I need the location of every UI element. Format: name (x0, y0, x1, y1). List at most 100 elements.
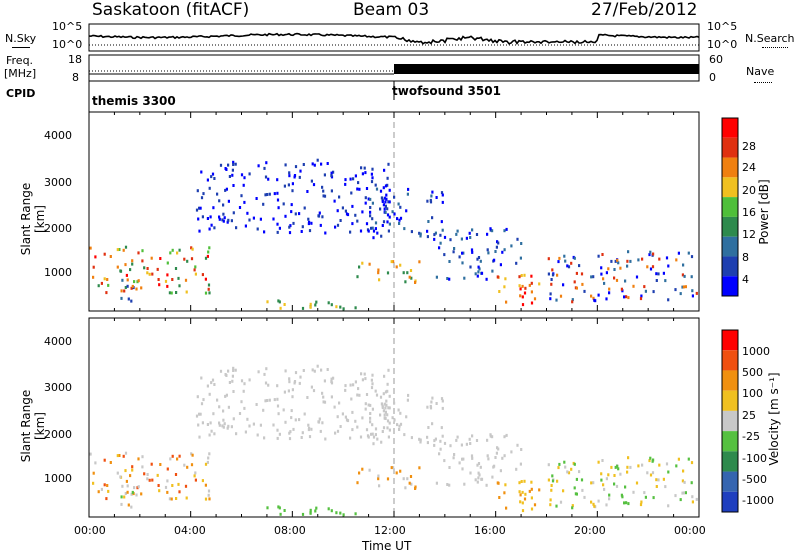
velocity-cell (644, 495, 647, 499)
velocity-cell (364, 402, 367, 406)
velocity-cell (646, 471, 649, 475)
power-cell (515, 261, 518, 265)
power-cell (377, 268, 380, 272)
power-cell (530, 301, 534, 305)
velocity-cell (231, 374, 234, 378)
power-cell (367, 197, 370, 201)
power-cell (641, 257, 644, 261)
power-cell (435, 196, 438, 199)
power-cell (137, 251, 140, 255)
power-cell (571, 298, 574, 302)
velocity-cell (515, 467, 518, 471)
velocity-cell (485, 483, 488, 487)
velocity-cell (470, 454, 474, 458)
velocity-cell (360, 372, 363, 376)
power-cell (120, 296, 123, 300)
power-cell (300, 230, 303, 233)
power-cell (448, 260, 451, 263)
power-cell (335, 305, 338, 309)
power-cell (210, 175, 213, 179)
power-cell (621, 289, 624, 293)
power-cell (521, 284, 524, 288)
velocity-cell (431, 422, 434, 426)
power-cell (524, 286, 527, 290)
power-cell (566, 264, 569, 268)
velocity-cell (384, 410, 387, 414)
velocity-cell (264, 399, 267, 403)
power-cell (294, 212, 297, 216)
power-cell (126, 278, 129, 282)
power-cell (118, 248, 121, 251)
power-cell (170, 291, 173, 295)
velocity-cell (590, 500, 593, 504)
power-cell (336, 209, 339, 213)
velocity-cell (619, 472, 622, 476)
power-cell (410, 230, 413, 234)
power-cell (330, 189, 333, 193)
nave-tick-high: 60 (709, 53, 723, 66)
power-cell (374, 183, 377, 187)
velocity-cell (381, 406, 384, 409)
velocity-cell (455, 438, 458, 442)
power-cell (206, 178, 209, 182)
nsky-trace (88, 32, 700, 45)
velocity-cell (146, 473, 149, 476)
power-cell (518, 275, 521, 279)
velocity-cell (570, 467, 573, 471)
velocity-cell (608, 493, 611, 497)
velocity-cell (178, 454, 181, 458)
date-title: 27/Feb/2012 (591, 0, 698, 20)
velocity-cell (605, 477, 608, 481)
power-cell (125, 273, 128, 277)
power-panel-frame (88, 111, 700, 312)
velocity-cell (385, 399, 388, 403)
power-cell (314, 303, 317, 307)
power-cbar-tick-24: 24 (742, 161, 756, 174)
velocity-cell (386, 382, 389, 386)
power-cell (218, 215, 221, 219)
velocity-cell (626, 465, 629, 469)
velocity-cell (212, 412, 215, 416)
power-cell (100, 281, 103, 285)
power-cell (222, 219, 225, 223)
velocity-cell (469, 442, 472, 445)
velocity-cell (675, 464, 678, 468)
velocity-cell (408, 481, 411, 485)
power-cell (637, 258, 640, 262)
velocity-cell (477, 476, 480, 480)
velocity-cell (651, 471, 655, 475)
power-cell (103, 252, 106, 256)
power-cell (383, 196, 386, 200)
power-cell (418, 260, 421, 264)
power-cell (404, 280, 407, 284)
velocity-cell (94, 461, 97, 465)
velocity-cell (418, 437, 421, 441)
velocity-panel-frame (88, 317, 700, 518)
velocity-cell (207, 456, 210, 460)
power-ytick-4000: 4000 (44, 129, 72, 142)
power-cell (378, 278, 381, 282)
power-cell (640, 294, 643, 298)
power-cell (379, 207, 382, 211)
power-cell (429, 198, 432, 202)
power-cell (291, 189, 294, 193)
power-cell (657, 272, 660, 276)
power-cell (605, 297, 608, 301)
velocity-cell (438, 452, 441, 456)
power-cell (107, 283, 110, 287)
velocity-cell (494, 456, 497, 459)
power-cell (356, 219, 359, 223)
velocity-cell (243, 382, 246, 386)
power-cell (474, 272, 477, 276)
power-cell (361, 261, 364, 265)
velocity-cell (235, 432, 238, 436)
velocity-cell (503, 491, 506, 495)
power-cell (240, 173, 244, 177)
velocity-cell (193, 474, 196, 478)
power-cell (465, 236, 468, 240)
velocity-cell (299, 375, 302, 379)
velocity-cell (169, 457, 172, 461)
velocity-cell (655, 485, 658, 488)
power-cell (301, 225, 304, 229)
power-cell (222, 203, 225, 207)
